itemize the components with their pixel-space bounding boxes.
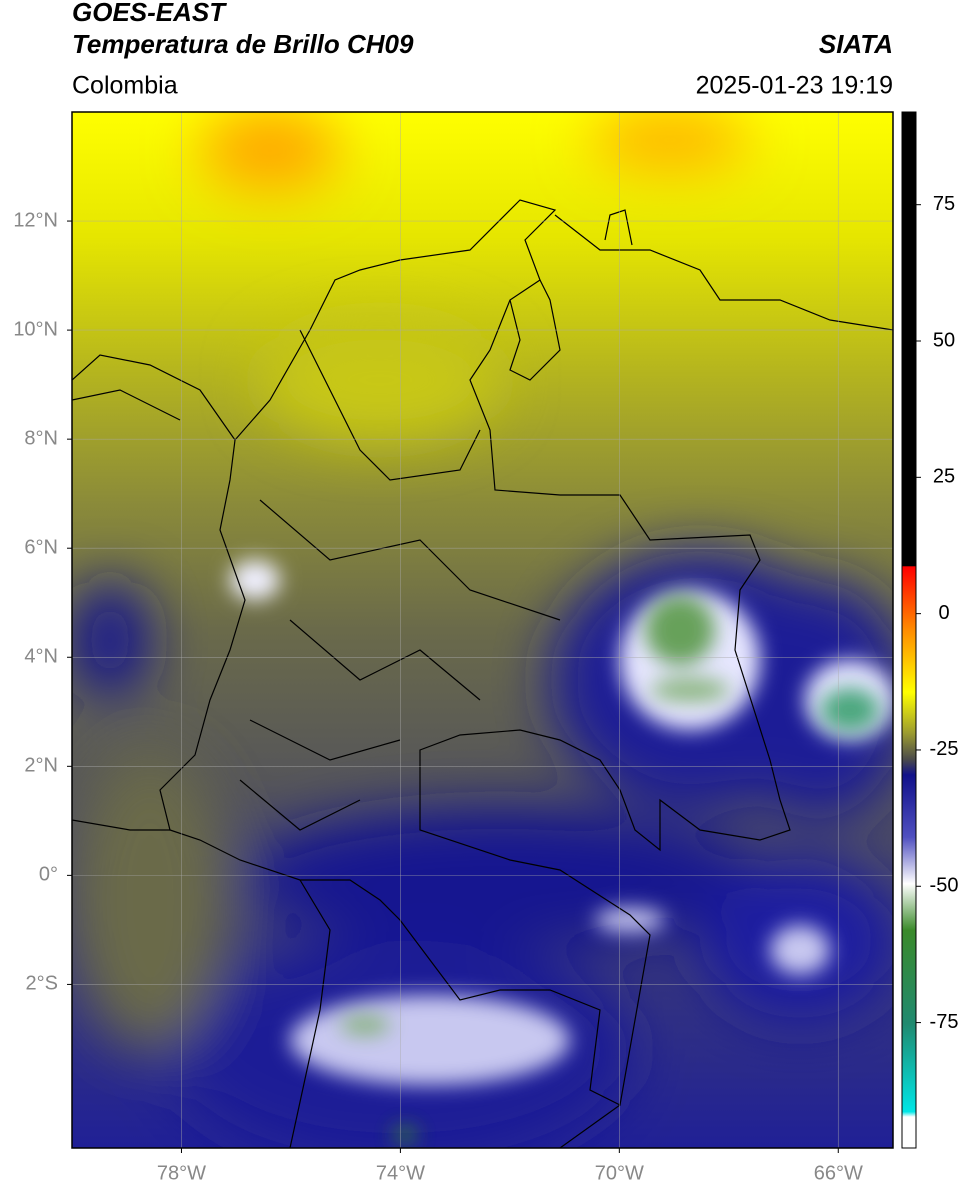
y-tick-label: 10°N <box>13 318 58 340</box>
y-tick-label: 8°N <box>24 427 58 449</box>
colorbar-tick-label: 50 <box>933 329 955 351</box>
subtitle: Temperatura de Brillo CH09 <box>72 29 414 59</box>
colorbar-tick-label: -25 <box>930 738 959 760</box>
colorbar-tick-label: -75 <box>930 1011 959 1033</box>
y-tick-label: 4°N <box>24 646 58 668</box>
colorbar-tick-label: 75 <box>933 193 955 215</box>
colorbar-tick-label: -50 <box>930 875 959 897</box>
map-imagery <box>72 112 893 1148</box>
x-tick-label: 66°W <box>814 1162 863 1184</box>
colorbar-tick-label: 25 <box>933 466 955 488</box>
source: SIATA <box>819 29 893 59</box>
y-tick-label: 0° <box>39 864 58 886</box>
map-frame <box>71 111 894 1149</box>
datetime: 2025-01-23 19:19 <box>696 72 893 100</box>
graticule <box>72 112 893 1148</box>
x-tick-label: 70°W <box>595 1162 644 1184</box>
y-tick-label: 12°N <box>13 209 58 231</box>
colorbar <box>901 111 917 1149</box>
colorbar-tick-label: 0 <box>938 602 949 624</box>
y-tick-label: 2°N <box>24 755 58 777</box>
y-tick-label: 6°N <box>24 536 58 558</box>
title: GOES-EAST <box>72 0 227 27</box>
x-tick-label: 78°W <box>157 1162 206 1184</box>
x-tick-label: 74°W <box>376 1162 425 1184</box>
region: Colombia <box>72 72 178 100</box>
y-tick-label: 2°S <box>26 973 58 995</box>
